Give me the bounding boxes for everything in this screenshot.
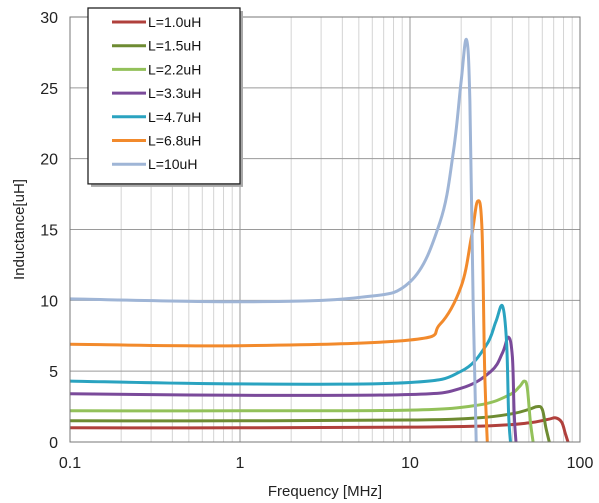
series-line [69, 38, 478, 443]
legend-entry-label: L=1.0uH [148, 14, 201, 30]
y-tick-label: 20 [40, 152, 58, 169]
x-axis-label: Frequency [MHz] [268, 483, 382, 500]
series-line [69, 335, 518, 443]
x-tick-label: 0.1 [59, 455, 81, 472]
legend-box [87, 7, 241, 185]
x-tick-label: 10 [401, 455, 419, 472]
series-lines [69, 38, 570, 443]
y-axis-label: Inductance[uH] [11, 179, 28, 280]
y-tick-label: 15 [40, 223, 58, 240]
series-line [69, 404, 551, 443]
legend-entry-label: L=2.2uH [148, 61, 201, 77]
y-tick-label: 30 [40, 10, 58, 27]
series-line [69, 416, 570, 443]
legend: L=1.0uH L=1.5uH L=2.2uH L=3.3uH L=4.7uH L=6.8… [87, 7, 243, 187]
legend-entry-label: L=6.8uH [148, 133, 201, 149]
series-line [69, 303, 512, 443]
legend-entry-label: L=10uH [148, 156, 197, 172]
legend-entry-label: L=3.3uH [148, 85, 201, 101]
series-line [69, 199, 489, 443]
y-tick-label: 10 [40, 293, 58, 310]
x-tick-label: 100 [567, 455, 594, 472]
y-tick-label: 5 [49, 364, 58, 381]
series-line [69, 379, 535, 443]
legend-entry-label: L=4.7uH [148, 109, 201, 125]
y-tick-label: 25 [40, 81, 58, 98]
legend-entry-label: L=1.5uH [148, 38, 201, 54]
plot-frame [69, 16, 581, 443]
tick-labels: 0.1 1 10 100 0 5 10 15 20 25 30 [40, 10, 593, 472]
y-tick-label: 0 [49, 435, 58, 452]
x-tick-label: 1 [236, 455, 245, 472]
